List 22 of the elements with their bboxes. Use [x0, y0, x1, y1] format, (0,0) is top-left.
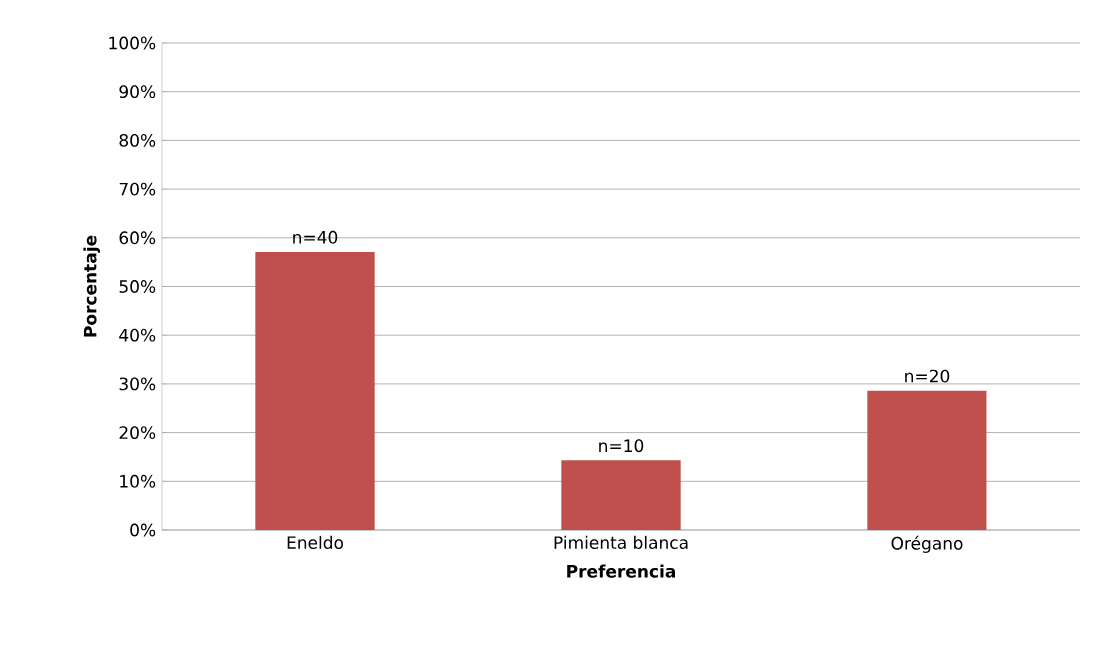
y-tick-label: 80% [119, 133, 156, 147]
y-axis-title: Porcentaje [83, 235, 100, 337]
y-tick-label: 0% [130, 523, 156, 537]
annotation: n=40 [293, 230, 338, 244]
x-tick-label: Orégano [891, 535, 963, 553]
x-tick-label: Pimienta blanca [554, 535, 688, 550]
y-tick-label: 20% [119, 426, 156, 440]
y-tick-label: 30% [119, 377, 156, 391]
y-tick-label: 60% [119, 231, 156, 245]
bar [561, 460, 681, 530]
annotation: n=10 [599, 439, 644, 453]
x-tick-label: Eneldo [287, 535, 344, 550]
y-tick-label: 40% [119, 328, 156, 342]
y-tick-label: 90% [119, 85, 156, 99]
bar [867, 390, 987, 530]
annotation: n=20 [905, 369, 950, 383]
y-tick-label: 70% [119, 182, 156, 196]
y-tick-label: 10% [120, 474, 156, 488]
y-tick-label: 50% [119, 280, 156, 293]
x-axis-title: Preferencia [567, 564, 675, 578]
y-tick-label: 100% [109, 36, 156, 50]
bar [255, 251, 375, 530]
